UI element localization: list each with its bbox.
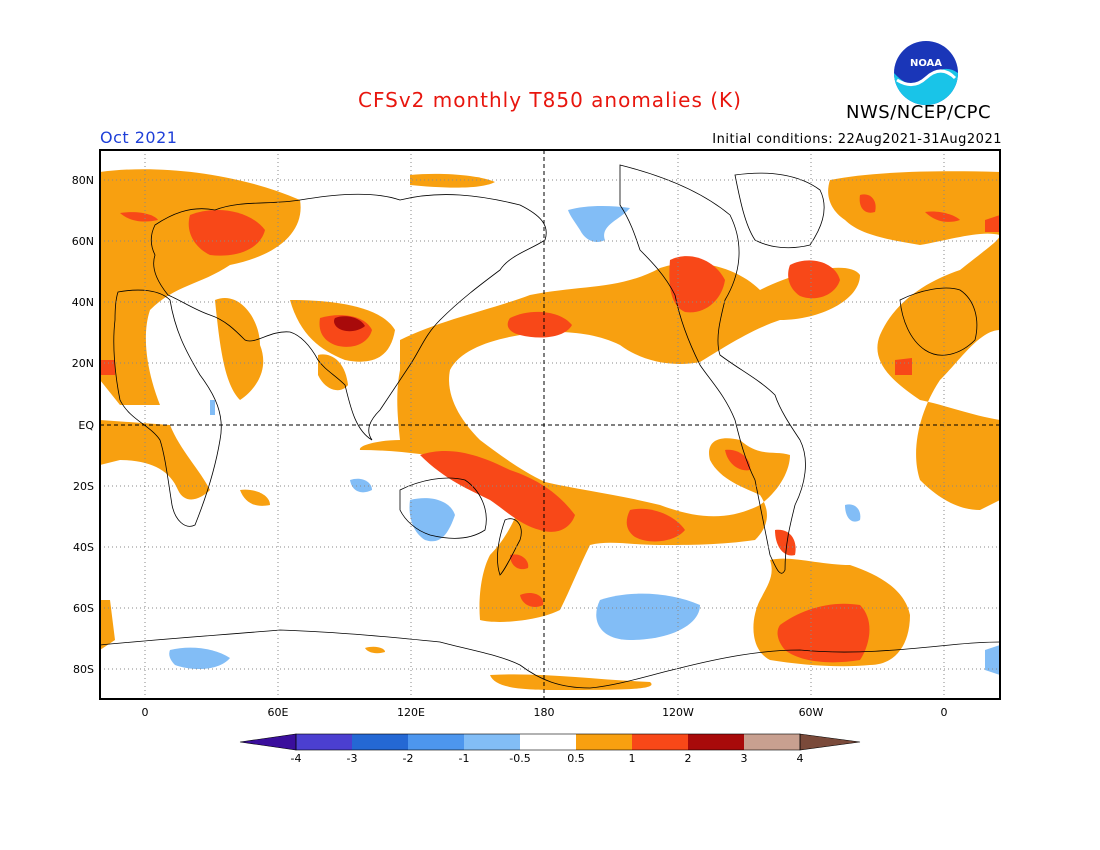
lat-label: 80N <box>72 174 94 187</box>
colorbar-swatch <box>576 734 632 750</box>
lon-label: 60E <box>268 706 289 719</box>
lat-label: 20S <box>73 480 94 493</box>
colorbar-label: -1 <box>459 752 470 765</box>
colorbar-swatch <box>520 734 576 750</box>
colorbar-arrow-right <box>800 734 860 750</box>
colorbar-arrow-left <box>240 734 296 750</box>
coastlines <box>100 164 1000 689</box>
lat-label: 60S <box>73 602 94 615</box>
longitude-labels: 0 60E 120E 180 120W 60W 0 <box>142 706 948 719</box>
colorbar-swatch <box>464 734 520 750</box>
colorbar-swatch <box>352 734 408 750</box>
lat-label: 80S <box>73 663 94 676</box>
colorbar-label: -4 <box>291 752 302 765</box>
colorbar-label: -2 <box>403 752 414 765</box>
lat-label: 60N <box>72 235 94 248</box>
lon-label: 0 <box>142 706 149 719</box>
agency-label: NWS/NCEP/CPC <box>846 102 992 123</box>
forecast-month: Oct 2021 <box>100 128 178 147</box>
lon-label: 120W <box>662 706 694 719</box>
colorbar-swatch <box>408 734 464 750</box>
colorbar-swatch <box>296 734 352 750</box>
lon-label: 180 <box>534 706 555 719</box>
colorbar-label: 3 <box>741 752 748 765</box>
anomaly-contour-neg-0.5 <box>169 205 1000 675</box>
lat-label: 40S <box>73 541 94 554</box>
lat-label: 40N <box>72 296 94 309</box>
colorbar-swatch <box>688 734 744 750</box>
map-title: CFSv2 monthly T850 anomalies (K) <box>358 88 742 112</box>
anomaly-field <box>100 150 1000 699</box>
colorbar-label: 4 <box>797 752 804 765</box>
colorbar-label: 1 <box>629 752 636 765</box>
colorbar-label: -0.5 <box>509 752 530 765</box>
lon-label: 120E <box>397 706 425 719</box>
noaa-logo: NOAA <box>893 40 959 106</box>
colorbar: -4 -3 -2 -1 -0.5 0.5 1 2 3 4 <box>239 733 861 765</box>
noaa-logo-text: NOAA <box>910 58 942 69</box>
anomaly-contour-2-3 <box>334 316 365 332</box>
lat-label: 20N <box>72 357 94 370</box>
equator-dateline <box>100 150 1000 699</box>
colorbar-label: -3 <box>347 752 358 765</box>
initial-conditions: Initial conditions: 22Aug2021-31Aug2021 <box>712 132 1002 147</box>
anomaly-contour-1-2 <box>100 194 1000 663</box>
lon-label: 60W <box>799 706 824 719</box>
colorbar-label: 2 <box>685 752 692 765</box>
colorbar-label: 0.5 <box>567 752 585 765</box>
lat-label: EQ <box>78 419 94 432</box>
colorbar-swatch <box>632 734 688 750</box>
lon-label: 0 <box>941 706 948 719</box>
colorbar-swatch <box>744 734 800 750</box>
latitude-labels: 80N 60N 40N 20N EQ 20S 40S 60S 80S <box>72 174 95 676</box>
map-frame <box>99 149 1001 700</box>
